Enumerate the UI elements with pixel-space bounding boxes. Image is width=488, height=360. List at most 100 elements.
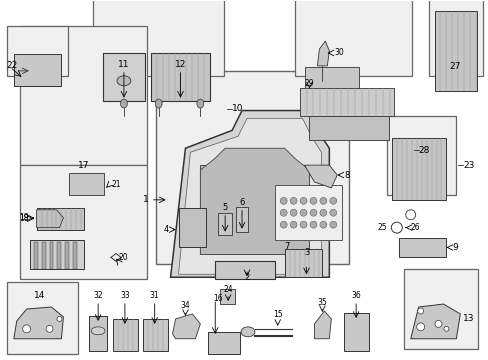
Bar [37, 208, 84, 230]
Bar [20, 165, 146, 279]
Ellipse shape [390, 222, 402, 233]
Ellipse shape [405, 210, 415, 220]
Bar [309, 116, 388, 140]
Ellipse shape [241, 327, 254, 337]
Text: 23: 23 [462, 161, 474, 170]
Ellipse shape [22, 325, 31, 333]
Ellipse shape [117, 76, 131, 86]
Bar [344, 313, 368, 351]
Bar [142, 319, 167, 351]
Bar [208, 332, 240, 354]
Text: 21: 21 [111, 180, 120, 189]
Bar [7, 26, 68, 76]
Ellipse shape [197, 99, 203, 108]
Polygon shape [172, 314, 200, 339]
Bar [398, 238, 446, 257]
Text: 13: 13 [462, 314, 474, 323]
Polygon shape [170, 111, 328, 277]
Bar [93, 0, 224, 76]
Bar [284, 249, 322, 277]
Text: 29: 29 [304, 79, 313, 88]
Text: 8: 8 [344, 171, 349, 180]
Ellipse shape [309, 221, 316, 228]
Ellipse shape [329, 221, 336, 228]
Bar [427, 0, 482, 76]
Polygon shape [37, 210, 63, 228]
Ellipse shape [57, 316, 62, 321]
Bar [391, 138, 446, 200]
Text: 11: 11 [118, 60, 129, 69]
Text: 4: 4 [163, 225, 168, 234]
Text: 19: 19 [19, 213, 29, 222]
Bar [220, 289, 235, 304]
Bar [20, 26, 146, 165]
Polygon shape [14, 307, 63, 339]
Polygon shape [314, 311, 331, 339]
Text: 20: 20 [119, 253, 128, 262]
Text: 2: 2 [244, 273, 249, 282]
Ellipse shape [319, 221, 326, 228]
Bar [299, 88, 393, 116]
Bar [155, 71, 348, 264]
Bar [57, 242, 61, 269]
Text: 17: 17 [77, 161, 89, 170]
Ellipse shape [91, 327, 105, 335]
Text: 15: 15 [272, 310, 282, 319]
Ellipse shape [329, 197, 336, 204]
Ellipse shape [300, 221, 306, 228]
Text: 10: 10 [232, 104, 243, 113]
Text: 34: 34 [180, 301, 190, 310]
Polygon shape [304, 165, 337, 188]
Ellipse shape [300, 209, 306, 216]
Ellipse shape [155, 99, 162, 108]
Text: 12: 12 [174, 60, 186, 69]
Ellipse shape [300, 197, 306, 204]
Ellipse shape [289, 209, 297, 216]
Text: 26: 26 [410, 223, 420, 232]
Text: 18: 18 [19, 214, 29, 223]
Bar [65, 242, 69, 269]
Bar [113, 319, 138, 351]
Bar [49, 242, 53, 269]
Text: 32: 32 [93, 291, 103, 300]
Text: 1: 1 [142, 195, 148, 204]
Text: 14: 14 [34, 291, 45, 300]
Ellipse shape [319, 197, 326, 204]
Bar [200, 165, 309, 255]
Ellipse shape [329, 209, 336, 216]
Ellipse shape [443, 327, 448, 331]
Ellipse shape [309, 197, 316, 204]
Text: 25: 25 [377, 223, 386, 232]
Bar [89, 316, 107, 351]
Text: 31: 31 [150, 291, 159, 300]
Bar [41, 242, 45, 269]
Text: 28: 28 [418, 146, 429, 155]
Bar [215, 261, 274, 279]
Text: 5: 5 [222, 203, 227, 212]
Text: 30: 30 [334, 49, 344, 58]
Bar [403, 269, 477, 349]
Bar [304, 67, 358, 89]
Bar [30, 239, 84, 269]
Ellipse shape [280, 197, 286, 204]
Bar [7, 282, 78, 354]
Ellipse shape [416, 323, 424, 331]
Text: 6: 6 [239, 198, 244, 207]
Polygon shape [410, 304, 459, 339]
Bar [274, 185, 342, 239]
Text: 36: 36 [350, 291, 360, 300]
Ellipse shape [289, 221, 297, 228]
Bar [218, 213, 232, 235]
Text: 22: 22 [7, 61, 18, 70]
Ellipse shape [434, 320, 441, 327]
Text: 35: 35 [317, 298, 326, 307]
Bar [14, 54, 61, 86]
Bar [386, 116, 455, 195]
Polygon shape [317, 41, 328, 66]
Polygon shape [200, 148, 309, 255]
Text: 16: 16 [213, 294, 223, 303]
Ellipse shape [309, 209, 316, 216]
Text: 24: 24 [223, 285, 232, 294]
Ellipse shape [280, 221, 286, 228]
Bar [294, 0, 411, 76]
